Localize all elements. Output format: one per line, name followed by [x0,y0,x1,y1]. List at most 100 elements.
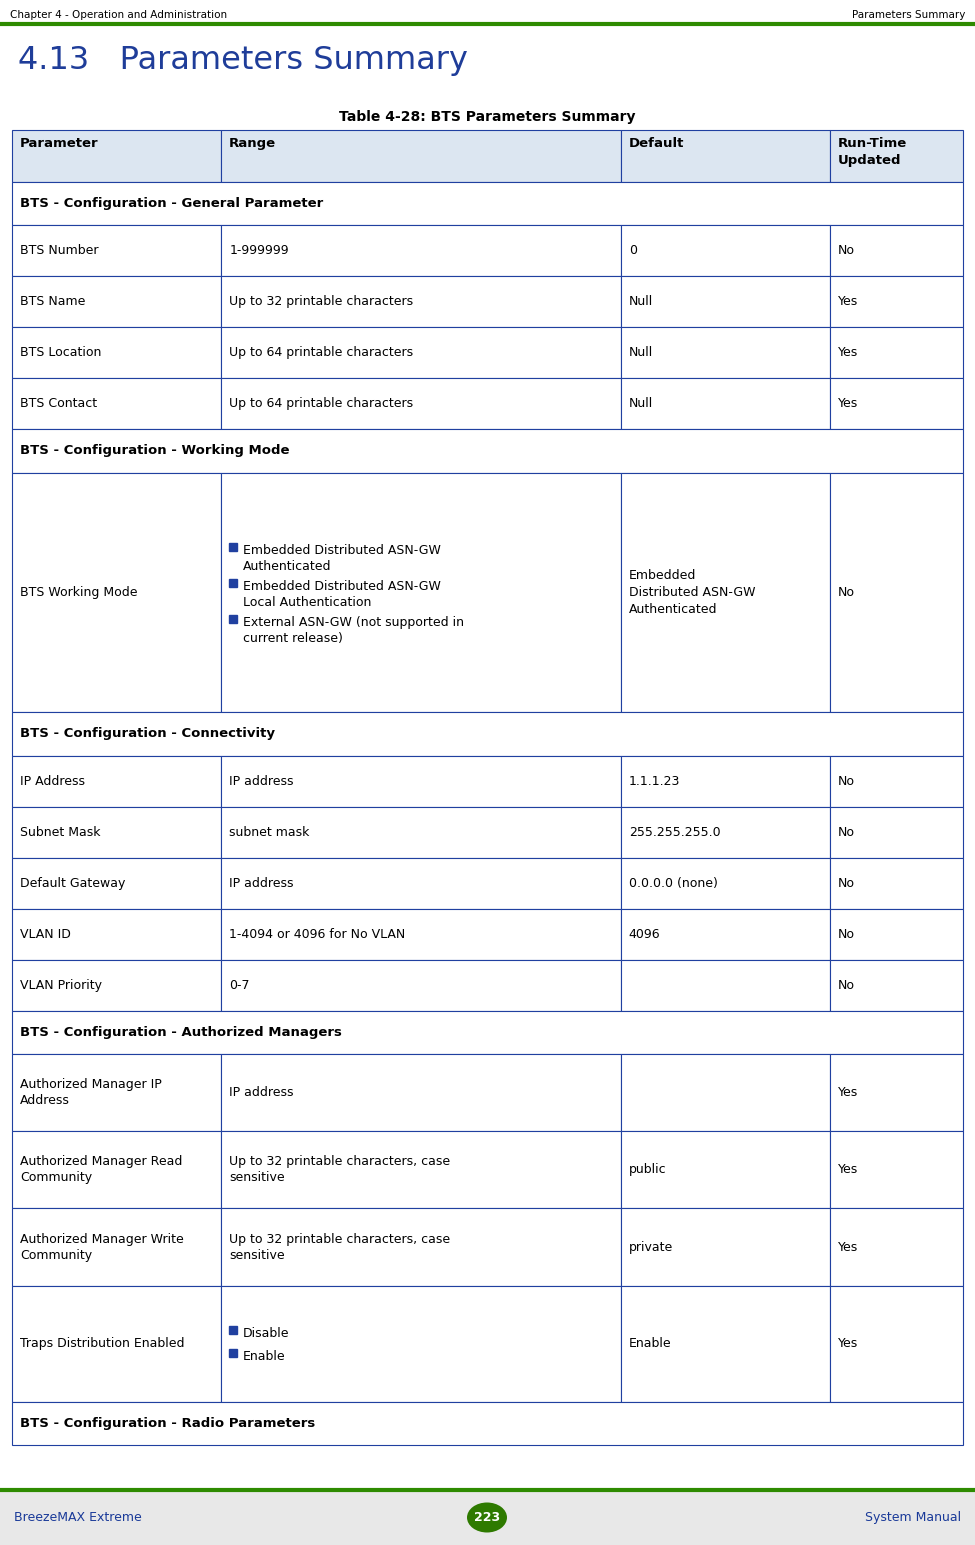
Bar [830,130,963,182]
Bar [221,806,621,857]
Text: IP address: IP address [229,1086,293,1098]
Text: 0: 0 [629,244,637,258]
Bar [12,379,221,430]
Bar [12,908,221,959]
Text: No: No [838,978,855,992]
Bar [221,130,621,182]
Bar [221,908,621,959]
Text: No: No [838,774,855,788]
Text: Up to 64 printable characters: Up to 64 printable characters [229,346,413,360]
Text: Parameters Summary: Parameters Summary [851,9,965,20]
Text: Yes: Yes [838,397,858,411]
Bar [830,1054,963,1131]
Bar [229,579,237,587]
Text: 1.1.1.23: 1.1.1.23 [629,774,680,788]
Text: BTS Number: BTS Number [20,244,98,258]
Text: BTS - Configuration - General Parameter: BTS - Configuration - General Parameter [20,198,324,210]
Bar [229,1349,237,1357]
Text: Up to 32 printable characters, case
sensitive: Up to 32 printable characters, case sens… [229,1233,450,1262]
Text: BTS - Configuration - Radio Parameters: BTS - Configuration - Radio Parameters [20,1417,315,1429]
Text: Null: Null [629,295,653,309]
Bar [621,226,830,277]
Bar [229,615,237,624]
Bar [221,857,621,908]
Bar [12,959,221,1010]
Text: 0-7: 0-7 [229,978,250,992]
Text: Embedded Distributed ASN-GW
Local Authentication: Embedded Distributed ASN-GW Local Authen… [243,581,441,609]
Bar [621,277,830,328]
Bar [12,328,221,379]
Bar [12,712,963,756]
Text: BTS Working Mode: BTS Working Mode [20,586,137,599]
Text: Up to 64 printable characters: Up to 64 printable characters [229,397,413,411]
Text: BTS - Configuration - Working Mode: BTS - Configuration - Working Mode [20,445,290,457]
Bar [221,1054,621,1131]
Bar [621,1131,830,1208]
Text: Yes: Yes [838,1338,858,1350]
Text: public: public [629,1163,666,1176]
Bar [12,226,221,277]
Bar [221,1285,621,1401]
Bar [830,473,963,712]
Text: System Manual: System Manual [865,1511,961,1523]
Bar [830,379,963,430]
Bar [221,1208,621,1285]
Text: Embedded
Distributed ASN-GW
Authenticated: Embedded Distributed ASN-GW Authenticate… [629,569,756,616]
Text: Up to 32 printable characters: Up to 32 printable characters [229,295,413,309]
Bar [830,908,963,959]
Text: Traps Distribution Enabled: Traps Distribution Enabled [20,1338,184,1350]
Bar [12,1010,963,1054]
Text: Yes: Yes [838,1086,858,1098]
Bar [0,1489,975,1545]
Ellipse shape [467,1502,507,1533]
Text: Enable: Enable [629,1338,671,1350]
Text: Subnet Mask: Subnet Mask [20,825,100,839]
Bar [12,130,221,182]
Bar [830,277,963,328]
Text: No: No [838,927,855,941]
Text: External ASN-GW (not supported in
current release): External ASN-GW (not supported in curren… [243,616,464,646]
Bar [830,857,963,908]
Bar [12,857,221,908]
Text: Embedded Distributed ASN-GW
Authenticated: Embedded Distributed ASN-GW Authenticate… [243,544,441,573]
Text: 4.13   Parameters Summary: 4.13 Parameters Summary [18,45,468,76]
Bar [12,277,221,328]
Text: No: No [838,244,855,258]
Bar [621,806,830,857]
Bar [12,1401,963,1445]
Bar [621,328,830,379]
Bar [621,959,830,1010]
Text: Default: Default [629,138,684,150]
Bar [12,473,221,712]
Text: Up to 32 printable characters, case
sensitive: Up to 32 printable characters, case sens… [229,1156,450,1185]
Text: private: private [629,1241,673,1253]
Bar [830,1285,963,1401]
Bar [621,1208,830,1285]
Text: VLAN ID: VLAN ID [20,927,71,941]
Bar [12,1285,221,1401]
Text: Yes: Yes [838,1163,858,1176]
Text: BreezeMAX Extreme: BreezeMAX Extreme [14,1511,141,1523]
Bar [221,226,621,277]
Bar [229,544,237,552]
Text: 223: 223 [474,1511,500,1523]
Text: IP address: IP address [229,774,293,788]
Bar [12,1054,221,1131]
Bar [830,1208,963,1285]
Text: No: No [838,825,855,839]
Text: Default Gateway: Default Gateway [20,876,126,890]
Text: BTS Name: BTS Name [20,295,86,309]
Bar [621,756,830,806]
Text: VLAN Priority: VLAN Priority [20,978,102,992]
Bar [621,908,830,959]
Bar [621,130,830,182]
Text: BTS Contact: BTS Contact [20,397,98,411]
Bar [221,379,621,430]
Text: Chapter 4 - Operation and Administration: Chapter 4 - Operation and Administration [10,9,227,20]
Bar [221,1131,621,1208]
Bar [830,1131,963,1208]
Text: Range: Range [229,138,276,150]
Text: Authorized Manager Write
Community: Authorized Manager Write Community [20,1233,183,1262]
Bar [621,379,830,430]
Bar [12,182,963,226]
